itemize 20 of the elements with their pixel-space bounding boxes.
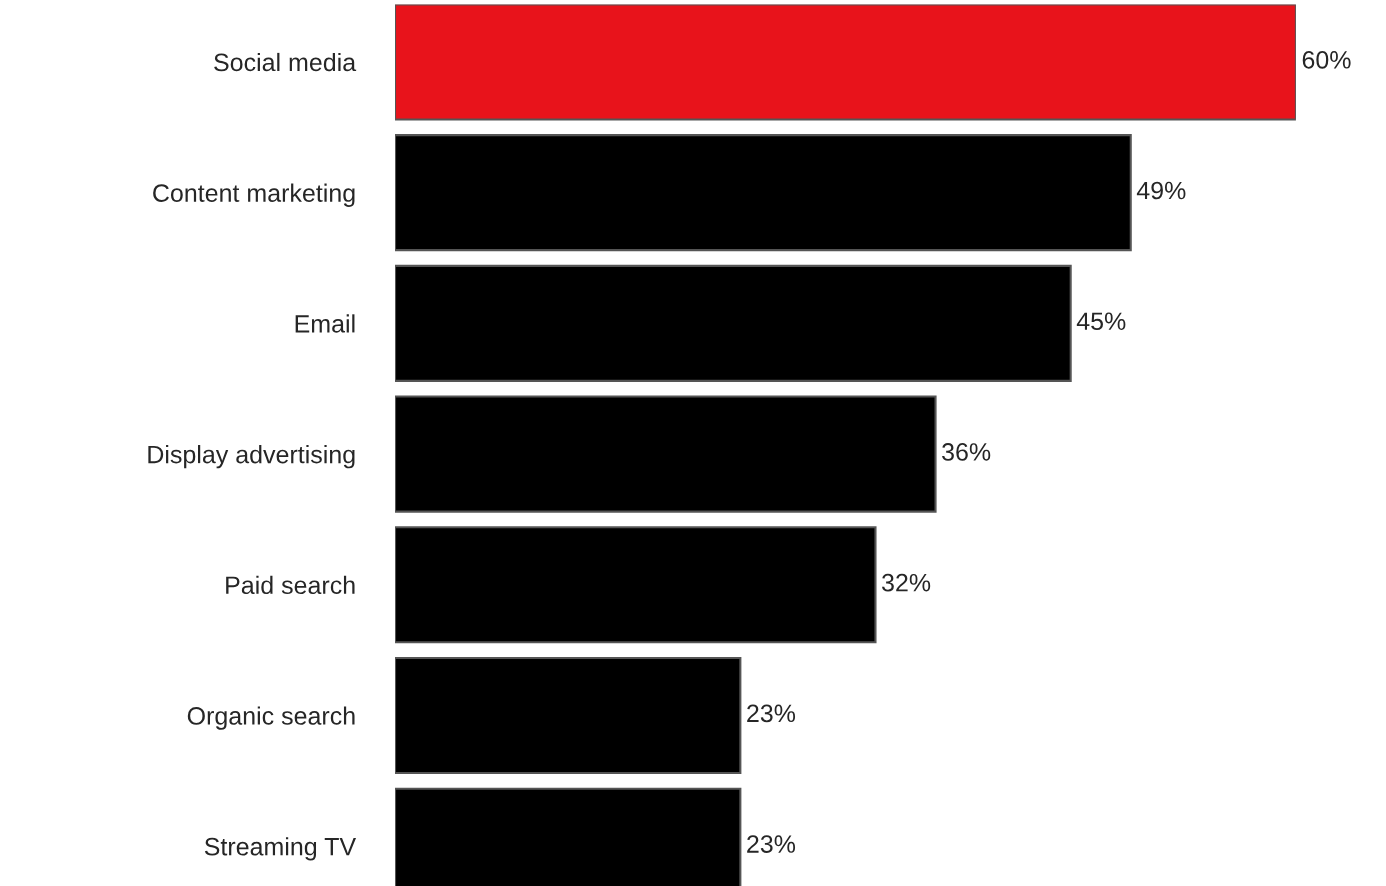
- bar: [395, 526, 877, 644]
- y-tick-label: Paid search: [226, 575, 355, 595]
- bar: [395, 4, 1296, 121]
- data-label: 23%: [747, 704, 796, 723]
- y-tick-label: Streaming TV: [204, 837, 357, 861]
- y-tick-label: Display advertising: [148, 445, 355, 469]
- data-label: 45%: [1076, 312, 1126, 331]
- data-label: 49%: [1136, 181, 1186, 200]
- y-tick-label: Email: [295, 314, 355, 333]
- data-label: 36%: [942, 443, 991, 461]
- data-label: 23%: [747, 835, 796, 853]
- data-label: 60%: [1302, 50, 1351, 69]
- bar: [395, 395, 937, 513]
- y-tick-label: Content marketing: [153, 183, 355, 207]
- y-tick-label: Organic search: [187, 706, 355, 730]
- bar: [395, 134, 1132, 252]
- bar: [395, 264, 1072, 382]
- data-label: 32%: [882, 573, 931, 592]
- bar: [395, 656, 742, 775]
- y-tick-label: Social media: [214, 52, 357, 72]
